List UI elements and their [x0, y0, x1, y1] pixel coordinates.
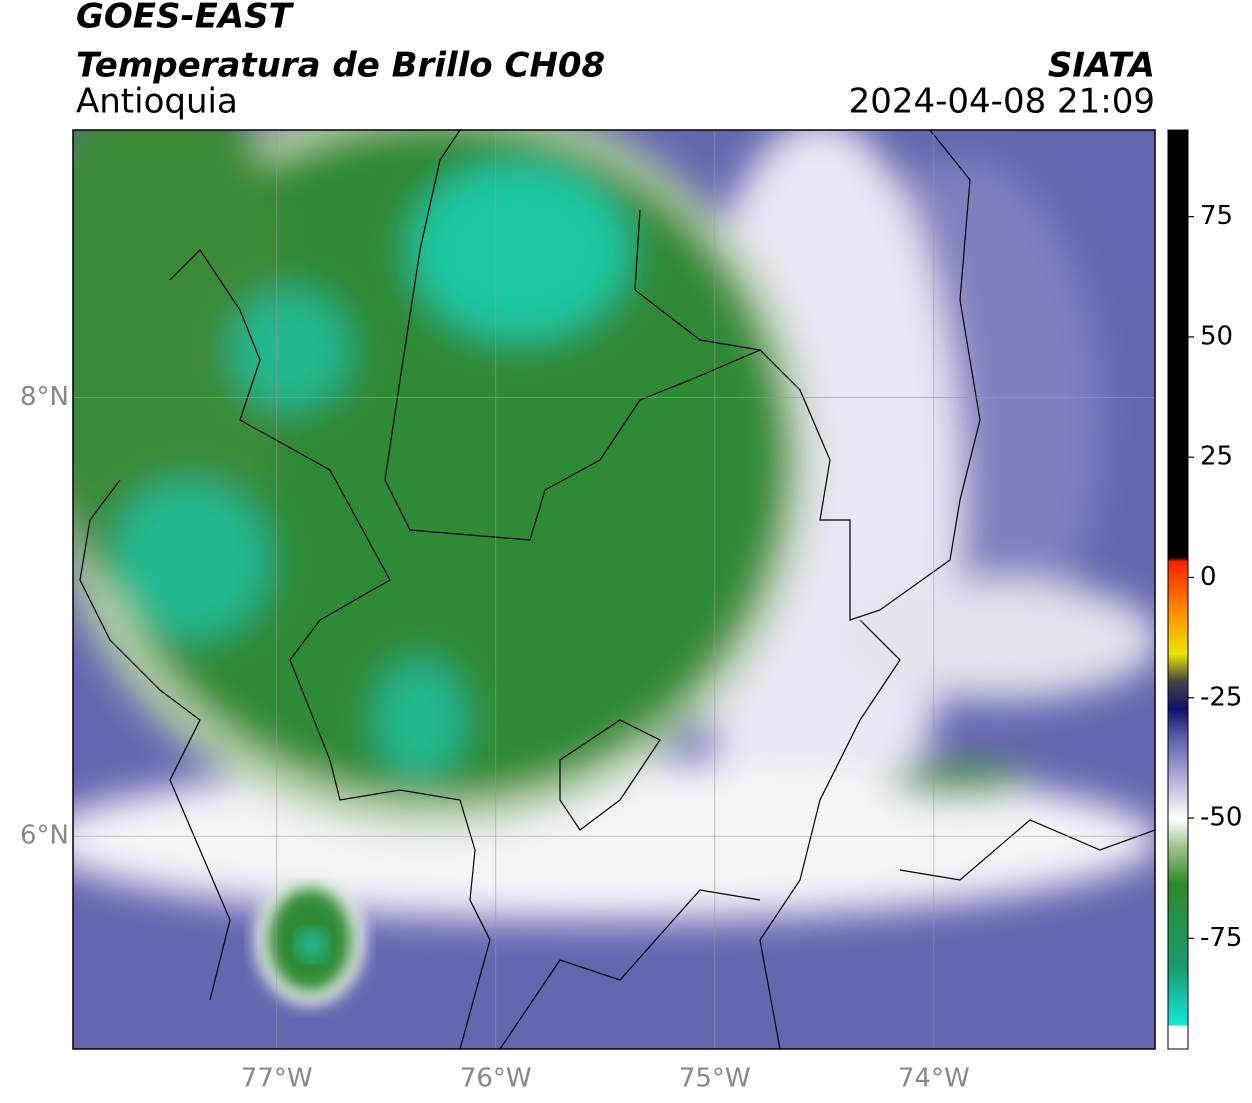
- colorbar: [1167, 129, 1189, 1050]
- title: GOES-EAST: [76, 0, 295, 37]
- lon-tick-label: 74°W: [898, 1064, 970, 1094]
- colorbar-tick-label: 50: [1200, 321, 1233, 351]
- map-frame: [72, 129, 1156, 1050]
- lat-tick-label: 8°N: [20, 382, 69, 412]
- region: Antioquia: [76, 82, 238, 122]
- datetime: 2024-04-08 21:09: [849, 82, 1155, 122]
- colorbar-tick-label: -75: [1200, 923, 1242, 953]
- colorbar-tick-label: 0: [1200, 562, 1217, 592]
- colorbar-tick-label: 75: [1200, 201, 1233, 231]
- colorbar-tick-label: -25: [1200, 682, 1242, 712]
- lat-tick-label: 6°N: [20, 821, 69, 851]
- source: SIATA: [1048, 46, 1155, 86]
- lon-tick-label: 75°W: [679, 1064, 751, 1094]
- colorbar-tick-label: 25: [1200, 442, 1233, 472]
- colorbar-tick-label: -50: [1200, 803, 1242, 833]
- lon-tick-label: 77°W: [241, 1064, 313, 1094]
- lon-tick-label: 76°W: [460, 1064, 532, 1094]
- subtitle: Temperatura de Brillo CH08: [76, 46, 605, 86]
- satellite-image: [73, 130, 1155, 1049]
